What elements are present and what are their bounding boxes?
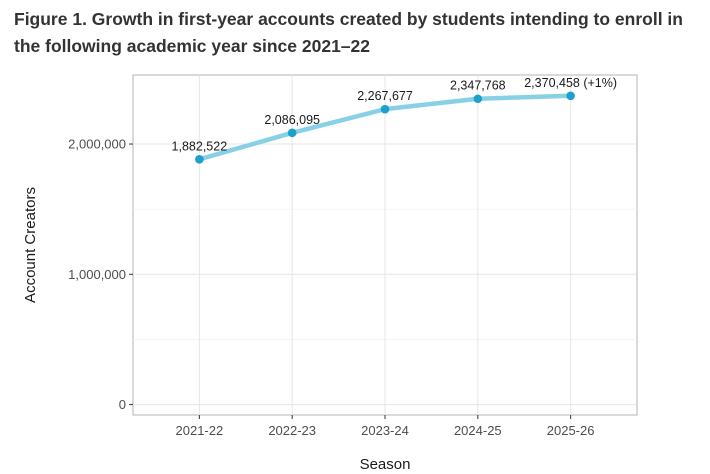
data-label: 1,882,522 bbox=[172, 139, 228, 153]
data-labels: 1,882,522 2,086,095 2,267,677 2,347,768 2,37… bbox=[172, 76, 617, 154]
x-axis-title: Season bbox=[360, 456, 411, 473]
data-label: 2,347,768 bbox=[450, 79, 506, 93]
data-label: 2,370,458 (+1%) bbox=[524, 76, 617, 90]
x-tick-label: 2023-24 bbox=[361, 423, 409, 438]
y-tick-label: 1,000,000 bbox=[68, 267, 126, 282]
data-point bbox=[566, 91, 575, 101]
x-tick-label: 2021-22 bbox=[176, 423, 224, 438]
data-point bbox=[473, 94, 483, 104]
data-label: 2,267,677 bbox=[357, 89, 413, 103]
data-point bbox=[287, 128, 297, 138]
data-point bbox=[380, 104, 390, 114]
y-tick-label: 2,000,000 bbox=[68, 137, 126, 152]
data-point bbox=[195, 155, 204, 164]
y-axis-title: Account Creators bbox=[22, 187, 39, 303]
y-tick-label: 0 bbox=[119, 397, 126, 412]
x-axis: 2021-22 2022-23 2023-24 2024-25 2025-26 bbox=[176, 415, 595, 438]
data-label: 2,086,095 bbox=[264, 113, 320, 127]
x-tick-label: 2025-26 bbox=[547, 423, 595, 438]
figure-title: Figure 1. Growth in first-year accounts … bbox=[14, 9, 683, 56]
series-group bbox=[195, 91, 575, 164]
x-tick-label: 2024-25 bbox=[454, 423, 502, 438]
x-tick-label: 2022-23 bbox=[268, 423, 316, 438]
y-axis: 0 1,000,000 2,000,000 bbox=[68, 137, 133, 412]
